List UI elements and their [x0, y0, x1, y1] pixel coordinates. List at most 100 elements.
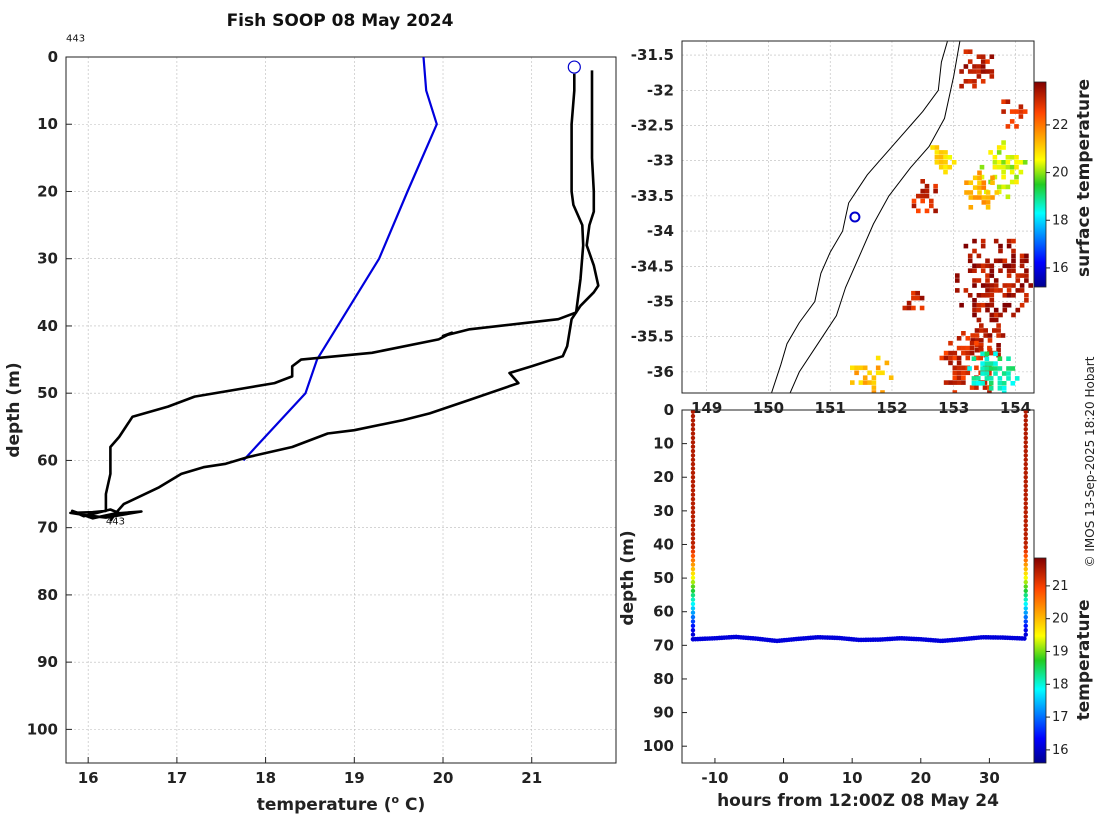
map-sst-pixel	[981, 200, 987, 205]
map-sst-pixel	[1019, 302, 1025, 308]
map-sst-pixel	[989, 69, 995, 74]
timeseries-profile-point	[1023, 457, 1028, 462]
map-sst-pixel	[989, 273, 995, 278]
map-sst-pixel	[956, 355, 962, 361]
map-sst-pixel	[1015, 288, 1021, 293]
map-sst-pixel	[969, 350, 975, 356]
timeseries-profile-point	[690, 540, 696, 545]
map-sst-pixel	[1024, 258, 1029, 264]
map-sst-pixel	[948, 380, 953, 385]
map-sst-pixel	[1014, 376, 1020, 381]
map-sst-pixel	[911, 290, 916, 296]
map-sst-pixel	[976, 307, 982, 313]
map-sst-pixel	[990, 195, 995, 200]
timeseries-xlabel: hours from 12:00Z 08 May 24	[717, 791, 999, 811]
map-sst-pixel	[1001, 145, 1006, 150]
map-sst-pixel	[967, 268, 973, 273]
map-sst-pixel	[987, 338, 993, 343]
profile-surface-marker	[567, 60, 581, 74]
map-sst-pixel	[858, 365, 864, 371]
timeseries-ylabel: depth (m)	[618, 530, 638, 625]
profile-y-tick-label: 30	[37, 250, 58, 268]
map-sst-pixel	[998, 288, 1003, 293]
profile-y-tick-label: 100	[27, 720, 58, 738]
map-sst-pixel	[871, 380, 877, 385]
map-lat-tick-label: -32	[647, 81, 674, 99]
map-sst-pixel	[984, 351, 990, 357]
profile-x-tick-label: 17	[166, 769, 187, 787]
timeseries-profile-point	[1023, 619, 1028, 624]
map-sst-pixel	[968, 180, 974, 185]
map-sst-pixel	[993, 307, 999, 313]
map-sst-pixel	[968, 195, 974, 200]
map-sst-pixel	[985, 396, 990, 401]
map-sst-pixel	[997, 356, 1003, 361]
map-sst-pixel	[1011, 293, 1016, 298]
profile-gridlines	[66, 56, 616, 763]
map-sst-pixel	[970, 395, 975, 400]
map-sst-pixel	[924, 183, 930, 189]
map-sst-pixel	[1001, 174, 1006, 180]
profile-y-tick-label: 50	[37, 384, 58, 402]
profile-xlabel-end: C)	[399, 795, 425, 815]
map-sst-pixel	[996, 347, 1001, 353]
profile-x-tick-label: 18	[255, 769, 276, 787]
timeseries-profile-point	[1023, 562, 1028, 567]
map-sst-pixel	[1005, 164, 1011, 170]
map-sst-pixel	[988, 381, 994, 386]
map-sst-pixel	[972, 238, 977, 244]
map-sst-pixel	[1006, 268, 1012, 273]
map-sst-pixel	[980, 59, 986, 64]
map-sst-pixel	[984, 361, 990, 366]
timeseries-profile-point	[1023, 553, 1028, 559]
timeseries-y-tick-label: 80	[653, 670, 674, 688]
map-sst-pixel	[862, 380, 868, 385]
profile-x-tick-label: 21	[521, 769, 542, 787]
profile-ticks: 16 17 18 19 20 21 0 10 20 30 40 50 60 70 80 90 100	[27, 48, 542, 787]
map-sst-pixel	[1014, 155, 1019, 160]
map-sst-pixel	[988, 386, 994, 391]
map-sst-pixel	[1009, 109, 1015, 114]
map-sst-pixel	[943, 150, 948, 155]
map-sst-pixel	[1014, 160, 1019, 165]
map-sst-pixel	[989, 288, 995, 293]
map-sst-pixel	[972, 302, 977, 308]
map-sst-pixel	[961, 380, 966, 385]
timeseries-profile-point	[690, 448, 696, 454]
map-sst-pixel	[956, 336, 962, 341]
map-sst-pixel	[985, 195, 991, 200]
map-sst-pixel	[919, 305, 925, 311]
timeseries-profile-point	[1023, 606, 1028, 611]
map-sst-pixel	[974, 328, 980, 333]
timeseries-profile-point	[1023, 492, 1028, 497]
map-sst-pixel	[970, 333, 975, 338]
timeseries-profile-point	[690, 566, 696, 572]
map-colorbar-tick-label: 18	[1052, 213, 1069, 228]
map-sst-pixel	[972, 278, 977, 283]
profile-x-tick-label: 16	[78, 769, 99, 787]
map-sst-pixel	[974, 338, 980, 343]
map-sst-pixel	[993, 361, 998, 366]
timeseries-profile-point	[1023, 431, 1028, 436]
map-lat-tick-label: -32.5	[631, 116, 674, 134]
profile-lines	[69, 56, 600, 522]
timeseries-ticks: -10 0 10 20 30 0 10 20 30 40 50 60 70 80 90 100	[643, 401, 1000, 787]
timeseries-x-tick-label: -10	[701, 769, 728, 787]
timeseries-y-tick-label: 100	[643, 737, 674, 755]
map-sst-pixel	[998, 243, 1003, 249]
map-sst-pixel	[862, 375, 868, 380]
timeseries-profile-point	[690, 584, 696, 589]
map-sst-pixel	[1001, 184, 1006, 190]
map-sst-pixel	[1006, 371, 1011, 376]
map-sst-pixel	[985, 205, 991, 210]
map-sst-pixel	[943, 169, 948, 175]
map-sst-pixel	[980, 79, 986, 84]
map-sst-pixel	[1019, 258, 1025, 264]
map-sst-pixel	[956, 375, 962, 380]
map-sst-pixel	[980, 243, 986, 249]
map-sst-pixel	[976, 293, 982, 298]
map-sst-pixel	[959, 69, 964, 74]
timeseries-profile-point	[690, 579, 696, 585]
map-sst-pixel	[920, 193, 925, 199]
